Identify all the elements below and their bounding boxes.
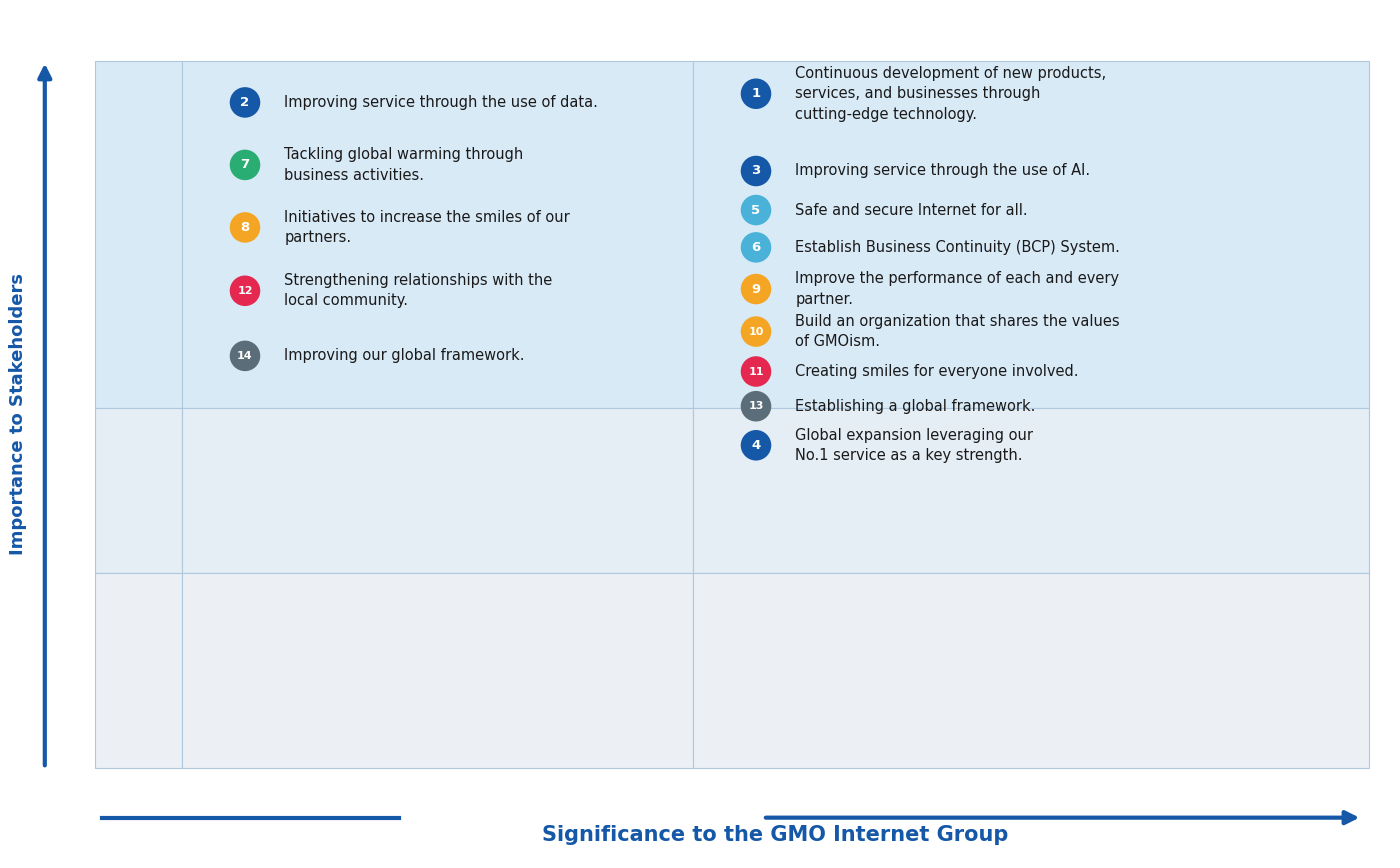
Text: Tackling global warming through
business activities.: Tackling global warming through business… (284, 148, 524, 182)
Text: 14: 14 (237, 351, 253, 361)
Circle shape (741, 232, 771, 263)
Text: Improving service through the use of data.: Improving service through the use of dat… (284, 95, 598, 110)
Text: Continuous development of new products,
services, and businesses through
cutting: Continuous development of new products, … (795, 66, 1106, 122)
Circle shape (741, 155, 771, 187)
Circle shape (741, 273, 771, 305)
Text: 10: 10 (749, 326, 763, 337)
Circle shape (741, 430, 771, 461)
Circle shape (741, 78, 771, 109)
Circle shape (741, 194, 771, 226)
Text: 1: 1 (752, 88, 760, 100)
Circle shape (230, 212, 260, 243)
Text: 9: 9 (752, 283, 760, 295)
Text: Improve the performance of each and every
partner.: Improve the performance of each and ever… (795, 272, 1120, 306)
Text: Strengthening relationships with the
local community.: Strengthening relationships with the loc… (284, 273, 553, 308)
Circle shape (230, 340, 260, 372)
Text: Safe and secure Internet for all.: Safe and secure Internet for all. (795, 202, 1028, 218)
Text: 12: 12 (237, 286, 253, 296)
Text: Creating smiles for everyone involved.: Creating smiles for everyone involved. (795, 364, 1078, 379)
Text: 3: 3 (752, 165, 760, 177)
Text: 11: 11 (748, 366, 764, 377)
Text: Improving our global framework.: Improving our global framework. (284, 348, 525, 364)
Text: 6: 6 (752, 241, 760, 253)
Text: Establishing a global framework.: Establishing a global framework. (795, 398, 1036, 414)
Text: 4: 4 (752, 439, 760, 451)
Text: Initiatives to increase the smiles of our
partners.: Initiatives to increase the smiles of ou… (284, 210, 570, 245)
Circle shape (230, 87, 260, 118)
Text: 8: 8 (241, 221, 249, 233)
Circle shape (741, 391, 771, 422)
Circle shape (230, 149, 260, 181)
Text: 7: 7 (241, 159, 249, 171)
Circle shape (741, 316, 771, 347)
Text: 2: 2 (241, 96, 249, 108)
Text: Significance to the GMO Internet Group: Significance to the GMO Internet Group (542, 825, 1009, 845)
Circle shape (230, 275, 260, 306)
Text: Improving service through the use of AI.: Improving service through the use of AI. (795, 163, 1091, 179)
Text: Importance to Stakeholders: Importance to Stakeholders (10, 273, 27, 556)
Text: 13: 13 (749, 401, 763, 411)
Text: 5: 5 (752, 204, 760, 216)
Circle shape (741, 356, 771, 387)
Text: Establish Business Continuity (BCP) System.: Establish Business Continuity (BCP) Syst… (795, 240, 1120, 255)
Text: Build an organization that shares the values
of GMOism.: Build an organization that shares the va… (795, 314, 1120, 349)
Text: Global expansion leveraging our
No.1 service as a key strength.: Global expansion leveraging our No.1 ser… (795, 428, 1033, 463)
